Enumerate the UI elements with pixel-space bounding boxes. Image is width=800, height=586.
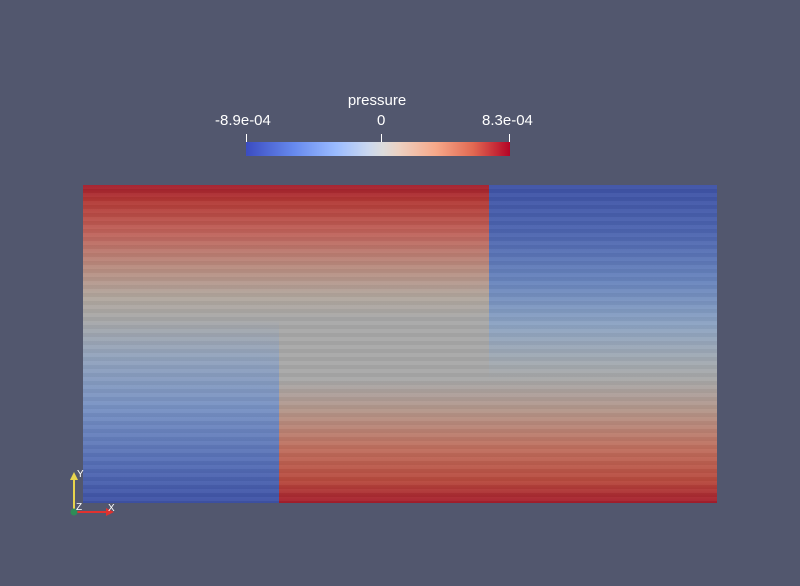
- x-axis-arrow: [106, 508, 114, 516]
- color-legend-zero-label: 0: [377, 112, 386, 129]
- orientation-axes-graphic: [70, 472, 114, 516]
- z-axis-dot: [70, 508, 78, 516]
- field-region-bottom-left: [83, 319, 279, 503]
- y-axis-arrow: [70, 472, 78, 480]
- field-region-top-left: [83, 185, 489, 319]
- y-axis-label: Y: [77, 469, 84, 480]
- color-legend-max-label: 8.3e-04: [482, 112, 533, 129]
- field-region-bottom-right: [279, 380, 717, 503]
- field-region-center: [279, 319, 489, 380]
- color-legend-min-label: -8.9e-04: [215, 112, 271, 129]
- color-legend-min-tick: [246, 134, 247, 143]
- color-legend-gradient-bar: [246, 142, 510, 156]
- color-legend-max-tick: [509, 134, 510, 143]
- color-legend-title: pressure: [347, 92, 407, 109]
- x-axis-label: X: [108, 503, 115, 514]
- color-legend-zero-tick: [381, 134, 382, 143]
- z-axis-label: Z: [76, 502, 83, 513]
- field-region-top-right: [489, 185, 717, 380]
- orientation-axes: Y Z X: [66, 466, 126, 518]
